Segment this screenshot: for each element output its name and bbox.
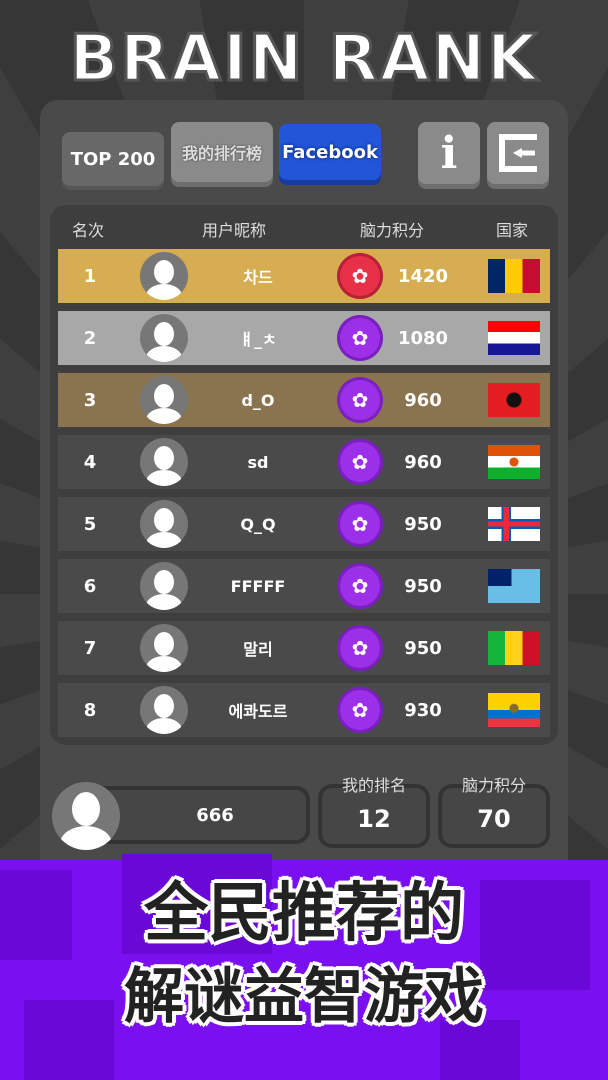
purple-brain-badge-icon: ✿ <box>340 442 380 482</box>
my-stats: 666 12 我的排名 70 脑力积分 <box>50 760 558 870</box>
tab-top200[interactable]: TOP 200 <box>62 132 164 186</box>
table-header: 名次 用户昵称 脑力积分 国家 <box>50 217 558 243</box>
flag-mali-icon <box>488 631 540 665</box>
info-icon: i <box>440 127 458 179</box>
nickname: 차드 <box>243 268 273 287</box>
my-avatar <box>52 782 120 850</box>
nickname: d_O <box>241 390 275 410</box>
brain-score: 1080 <box>397 327 449 349</box>
exit-icon <box>499 134 537 172</box>
brain-score: 960 <box>404 451 442 473</box>
nickname: Q_Q <box>240 514 276 534</box>
table-row[interactable]: 8 에콰도르 ✿ 930 <box>58 683 550 737</box>
purple-brain-badge-icon: ✿ <box>340 566 380 606</box>
tab-my-ranking[interactable]: 我的排行榜 <box>171 122 273 182</box>
rank-number: 3 <box>83 389 97 411</box>
avatar <box>140 500 188 548</box>
exit-button[interactable] <box>487 122 549 184</box>
my-score: 70 <box>477 805 511 833</box>
nickname: sd <box>247 452 269 472</box>
table-row[interactable]: 7 말리 ✿ 950 <box>58 621 550 675</box>
purple-brain-badge-icon: ✿ <box>340 504 380 544</box>
nickname: 말리 <box>243 640 273 659</box>
my-rank-label: 我的排名 <box>341 776 406 795</box>
game-title: BRAIN RANK <box>68 21 539 98</box>
header-score: 脑力积分 <box>360 221 425 240</box>
avatar <box>140 252 188 300</box>
rank-number: 1 <box>83 265 97 287</box>
slogan-line-2: 解谜益智游戏 <box>124 962 484 1032</box>
avatar <box>140 624 188 672</box>
avatar <box>140 314 188 362</box>
leaderboard-panel: TOP 200 我的排行榜 Facebook i 名次 用户昵称 脑力积分 国家… <box>40 100 568 900</box>
flag-niger-icon <box>488 445 540 479</box>
purple-brain-badge-icon: ✿ <box>340 628 380 668</box>
ranking-table: 名次 用户昵称 脑力积分 国家 1 차드 ✿ 1420 2 ㅒ_ㅊ ✿ 1080… <box>50 205 558 745</box>
table-row[interactable]: 2 ㅒ_ㅊ ✿ 1080 <box>58 311 550 365</box>
table-row[interactable]: 5 Q_Q ✿ 950 <box>58 497 550 551</box>
my-rank-box: 12 <box>318 784 430 848</box>
avatar <box>140 686 188 734</box>
promo-banner <box>0 854 608 1080</box>
rank-number: 6 <box>83 575 97 597</box>
flag-ecuador-icon <box>488 693 540 727</box>
my-rank: 12 <box>357 805 391 833</box>
purple-brain-badge-icon: ✿ <box>340 690 380 730</box>
flag-chad-icon <box>488 259 540 293</box>
my-name: 666 <box>196 804 234 826</box>
rank-number: 2 <box>83 327 97 349</box>
slogan-line-1: 全民推荐的 <box>144 877 464 951</box>
nickname: 에콰도르 <box>228 702 288 721</box>
table-row[interactable]: 1 차드 ✿ 1420 <box>58 249 550 303</box>
purple-brain-badge-icon: ✿ <box>340 380 380 420</box>
nickname: ㅒ_ㅊ <box>239 330 277 349</box>
purple-brain-badge-icon: ✿ <box>340 318 380 358</box>
flag-faroe-islands-icon <box>488 507 540 541</box>
avatar <box>140 438 188 486</box>
table-row[interactable]: 6 FFFFF ✿ 950 <box>58 559 550 613</box>
avatar <box>140 562 188 610</box>
brain-score: 1420 <box>397 265 449 287</box>
flag-croatia-icon <box>488 321 540 355</box>
brain-score: 950 <box>404 513 442 535</box>
header-rank: 名次 <box>72 221 105 240</box>
my-score-label: 脑力积分 <box>461 776 526 795</box>
rank-number: 4 <box>83 451 97 473</box>
tab-facebook[interactable]: Facebook <box>279 124 381 180</box>
rank-number: 7 <box>83 637 97 659</box>
header-country: 国家 <box>496 221 529 240</box>
flag-albania-icon <box>488 383 540 417</box>
brain-score: 960 <box>404 389 442 411</box>
rank-number: 8 <box>83 699 97 721</box>
flag-fiji-icon <box>488 569 540 603</box>
brain-score: 950 <box>404 637 442 659</box>
header-nickname: 用户昵称 <box>202 221 267 240</box>
rank-number: 5 <box>83 513 97 535</box>
red-brain-badge-icon: ✿ <box>340 256 380 296</box>
brain-score: 950 <box>404 575 442 597</box>
info-button[interactable]: i <box>418 122 480 184</box>
brain-score: 930 <box>404 699 442 721</box>
my-name-box: 666 <box>90 786 310 844</box>
nickname: FFFFF <box>230 576 286 596</box>
table-row[interactable]: 3 d_O ✿ 960 <box>58 373 550 427</box>
table-row[interactable]: 4 sd ✿ 960 <box>58 435 550 489</box>
my-score-box: 70 <box>438 784 550 848</box>
avatar <box>140 376 188 424</box>
